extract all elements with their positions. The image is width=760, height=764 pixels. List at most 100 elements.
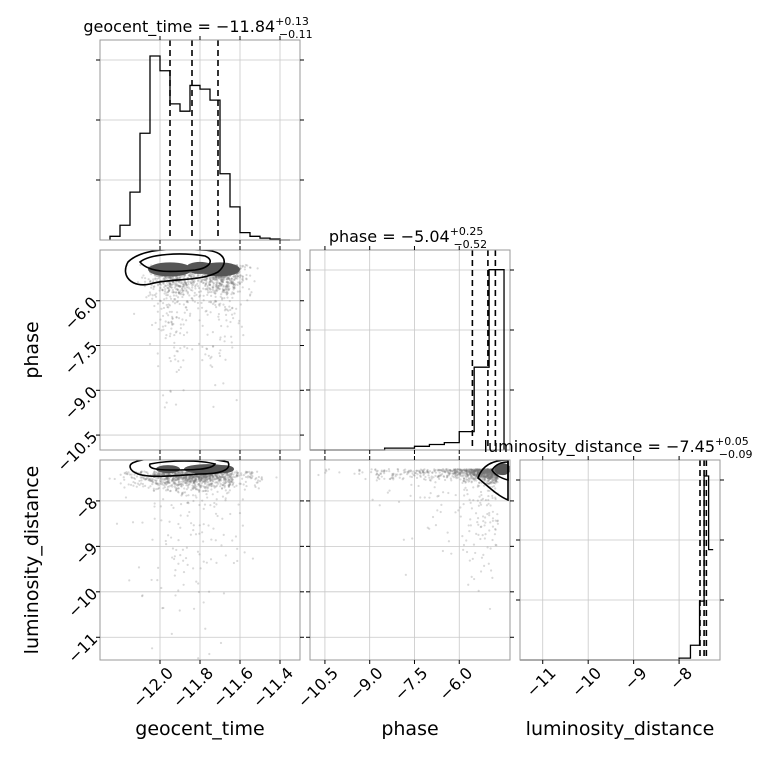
sample-point — [487, 469, 490, 472]
sample-point — [494, 496, 497, 499]
sample-point — [491, 474, 494, 477]
sample-point — [198, 476, 201, 479]
sample-point — [447, 471, 450, 474]
sample-point — [176, 490, 180, 493]
sample-point — [186, 299, 189, 303]
sample-point — [157, 476, 160, 480]
sample-point — [233, 287, 236, 290]
sample-point — [204, 474, 207, 477]
sample-point — [174, 284, 177, 287]
sample-point — [175, 487, 178, 490]
sample-point — [241, 278, 244, 281]
sample-point — [224, 285, 227, 289]
sample-point — [185, 319, 188, 322]
sample-point — [235, 470, 238, 473]
sample-point — [428, 496, 431, 499]
sample-point — [165, 477, 168, 481]
sample-point — [488, 469, 491, 472]
sample-point — [250, 476, 254, 479]
sample-point — [488, 469, 491, 472]
sample-point — [153, 502, 156, 505]
sample-point — [197, 582, 200, 585]
sample-point — [183, 281, 186, 284]
sample-point — [236, 281, 240, 284]
y-tick-label-luminosity_distance: −8 — [71, 493, 101, 523]
sample-point — [422, 473, 425, 477]
sample-point — [154, 277, 157, 280]
sample-point — [475, 479, 478, 482]
sample-point — [168, 304, 172, 307]
sample-point — [179, 476, 183, 479]
sample-point — [480, 475, 483, 479]
sample-point — [152, 285, 155, 288]
sample-point — [185, 300, 188, 304]
sample-point — [200, 479, 203, 482]
sample-point — [204, 310, 207, 313]
sample-point — [487, 476, 490, 479]
sample-point — [488, 474, 491, 478]
sample-point — [485, 471, 488, 474]
sample-point — [489, 474, 492, 477]
sample-point — [140, 470, 144, 473]
sample-point — [218, 284, 221, 287]
sample-point — [175, 350, 178, 353]
sample-point — [179, 332, 182, 335]
sample-point — [480, 473, 483, 476]
sample-point — [197, 307, 200, 310]
sample-point — [226, 278, 229, 281]
sample-point — [200, 475, 203, 478]
sample-point — [486, 469, 490, 472]
sample-point — [162, 277, 165, 281]
sample-point — [189, 477, 193, 480]
sample-point — [175, 548, 178, 552]
sample-point — [471, 472, 474, 475]
sample-point — [488, 477, 492, 480]
sample-point — [226, 286, 230, 289]
sample-point — [466, 474, 469, 477]
sample-point — [489, 481, 492, 484]
sample-point — [202, 474, 205, 477]
sample-point — [169, 295, 172, 298]
sample-point — [374, 468, 377, 471]
sample-point — [234, 274, 237, 278]
sample-point — [159, 481, 162, 484]
sample-point — [150, 479, 153, 482]
sample-point — [478, 495, 481, 498]
sample-point — [182, 480, 185, 483]
sample-point — [195, 293, 198, 296]
sample-point — [470, 474, 473, 477]
sample-point — [209, 483, 212, 486]
sample-point — [176, 288, 179, 292]
sample-point — [457, 509, 460, 512]
sample-point — [467, 473, 470, 476]
sample-point — [467, 480, 470, 483]
sample-point — [141, 475, 144, 479]
sample-point — [193, 294, 196, 297]
sample-point — [223, 335, 226, 338]
sample-point — [202, 485, 205, 488]
sample-point — [230, 472, 234, 475]
sample-point — [184, 477, 187, 480]
sample-point — [472, 470, 476, 473]
sample-point — [229, 512, 232, 516]
sample-point — [466, 471, 469, 474]
sample-point — [485, 479, 488, 482]
sample-point — [160, 586, 163, 590]
sample-point — [488, 471, 491, 474]
sample-point — [398, 476, 401, 479]
sample-point — [482, 475, 485, 478]
sample-point — [153, 473, 156, 476]
sample-point — [174, 358, 177, 361]
sample-point — [236, 277, 239, 280]
sample-point — [241, 265, 244, 268]
sample-point — [181, 478, 184, 481]
sample-point — [211, 276, 215, 279]
sample-point — [171, 317, 174, 320]
sample-point — [484, 476, 487, 479]
sample-point — [182, 583, 185, 586]
sample-point — [478, 468, 482, 472]
sample-point — [453, 471, 456, 474]
sample-point — [177, 472, 180, 476]
sample-point — [206, 480, 209, 483]
sample-point — [488, 469, 491, 473]
